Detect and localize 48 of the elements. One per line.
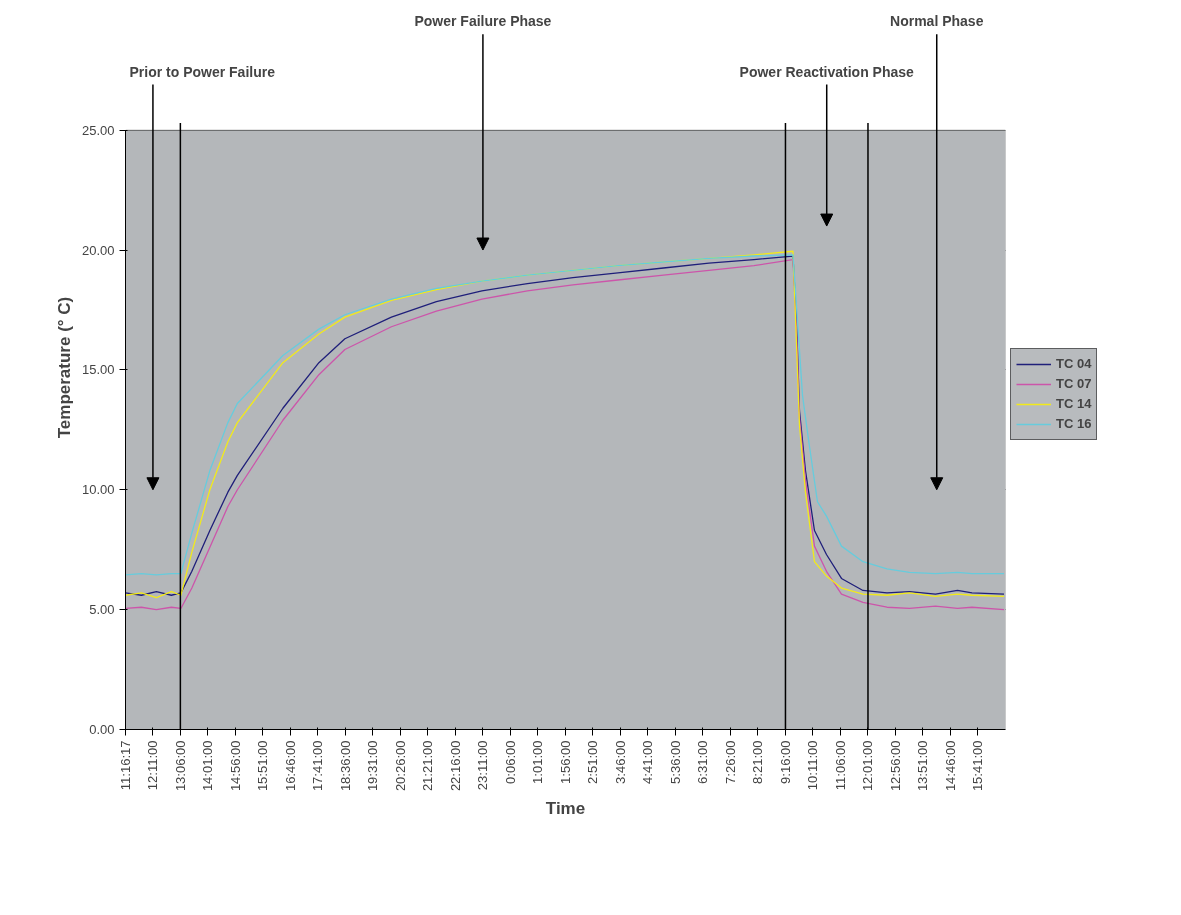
- x-tick-label: 22:16:00: [447, 740, 463, 792]
- x-tick-label: 5:36:00: [667, 740, 683, 784]
- x-tick-label: 7:26:00: [722, 740, 738, 784]
- text: Prior to Power Failure: [129, 63, 276, 80]
- x-tick-label: 15:51:00: [255, 740, 271, 792]
- x-tick-label: 18:36:00: [337, 740, 353, 792]
- x-axis-title: Time: [545, 799, 586, 819]
- x-tick-label: 8:21:00: [750, 740, 766, 784]
- x-tick-label: 0:06:00: [502, 740, 518, 784]
- x-tick-label: 13:51:00: [915, 740, 931, 792]
- x-tick-label: 14:56:00: [227, 740, 243, 792]
- y-tick-label: 0.00: [89, 722, 115, 737]
- x-tick-label: 21:21:00: [420, 740, 436, 792]
- y-axis-title: Temperature (° C): [54, 296, 74, 439]
- x-tick-label: 1:01:00: [530, 740, 546, 784]
- x-tick-label: 14:01:00: [200, 740, 216, 792]
- x-tick-label: 15:41:00: [970, 740, 986, 792]
- legend-label: TC 07: [1056, 376, 1092, 391]
- y-tick-label: 5.00: [89, 602, 115, 618]
- legend-label: TC 14: [1056, 396, 1092, 411]
- x-tick-label: 11:06:00: [832, 740, 848, 791]
- x-tick-label: 2:51:00: [585, 740, 601, 784]
- text: Normal Phase: [890, 13, 984, 30]
- x-tick-label: 19:31:00: [365, 740, 381, 792]
- text: Power Failure Phase: [414, 13, 552, 30]
- x-tick-label: 3:46:00: [612, 740, 628, 784]
- x-tick-label: 12:11:00: [145, 740, 161, 791]
- x-tick-label: 23:11:00: [475, 740, 491, 791]
- x-tick-label: 11:16:17: [118, 740, 133, 791]
- x-tick-label: 12:01:00: [860, 740, 876, 792]
- x-tick-label: 14:46:00: [942, 740, 958, 792]
- x-tick-label: 20:26:00: [392, 740, 408, 792]
- x-tick-label: 16:46:00: [282, 740, 298, 792]
- x-tick-label: 6:31:00: [695, 740, 711, 784]
- x-tick-label: 9:16:00: [777, 740, 793, 784]
- legend-label: TC 16: [1056, 416, 1092, 431]
- y-tick-label: 20.00: [81, 242, 115, 258]
- x-tick-label: 13:06:00: [172, 740, 188, 792]
- y-tick-label: 15.00: [81, 362, 115, 378]
- legend-label: TC 04: [1056, 356, 1092, 371]
- y-tick-label: 25.00: [81, 122, 115, 138]
- text: Power Reactivation Phase: [739, 63, 915, 80]
- x-tick-label: 10:11:00: [805, 740, 821, 791]
- x-tick-label: 4:41:00: [640, 740, 656, 784]
- x-tick-label: 1:56:00: [557, 740, 573, 784]
- x-tick-label: 12:56:00: [887, 740, 903, 792]
- y-tick-label: 10.00: [81, 482, 115, 498]
- x-tick-label: 17:41:00: [310, 740, 326, 792]
